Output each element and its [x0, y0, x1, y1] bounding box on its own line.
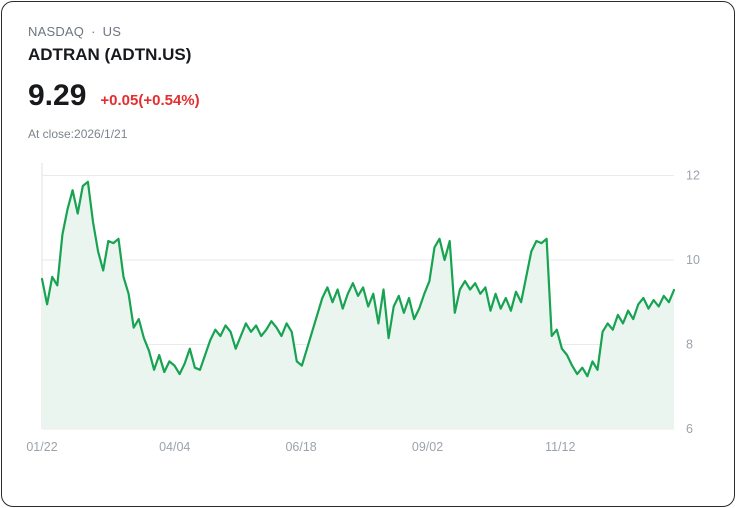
last-price: 9.29 — [28, 79, 87, 112]
price-chart[interactable]: 6 8 10 12 01/22 04/04 06/18 09/02 11/12 — [2, 155, 734, 465]
svg-text:01/22: 01/22 — [26, 440, 57, 454]
svg-text:04/04: 04/04 — [159, 440, 190, 454]
svg-text:10: 10 — [686, 253, 700, 267]
region-label: US — [102, 24, 122, 39]
quote-header: NASDAQ · US ADTRAN (ADTN.US) 9.29 +0.05(… — [2, 2, 734, 141]
svg-text:11/12: 11/12 — [545, 440, 575, 454]
price-chart-svg[interactable]: 6 8 10 12 01/22 04/04 06/18 09/02 11/12 — [22, 155, 722, 465]
exchange-label: NASDAQ — [28, 24, 85, 39]
price-row: 9.29 +0.05(+0.54%) — [28, 81, 708, 111]
exchange-row: NASDAQ · US — [28, 24, 708, 39]
svg-text:09/02: 09/02 — [412, 440, 443, 454]
dot-separator-icon: · — [91, 24, 96, 39]
stock-title: ADTRAN (ADTN.US) — [28, 45, 192, 64]
svg-text:12: 12 — [686, 169, 700, 183]
at-close-label: At close:2026/1/21 — [28, 127, 128, 141]
price-change: +0.05(+0.54%) — [100, 92, 200, 109]
svg-text:06/18: 06/18 — [285, 440, 316, 454]
svg-text:8: 8 — [686, 338, 693, 352]
svg-text:6: 6 — [686, 422, 693, 436]
